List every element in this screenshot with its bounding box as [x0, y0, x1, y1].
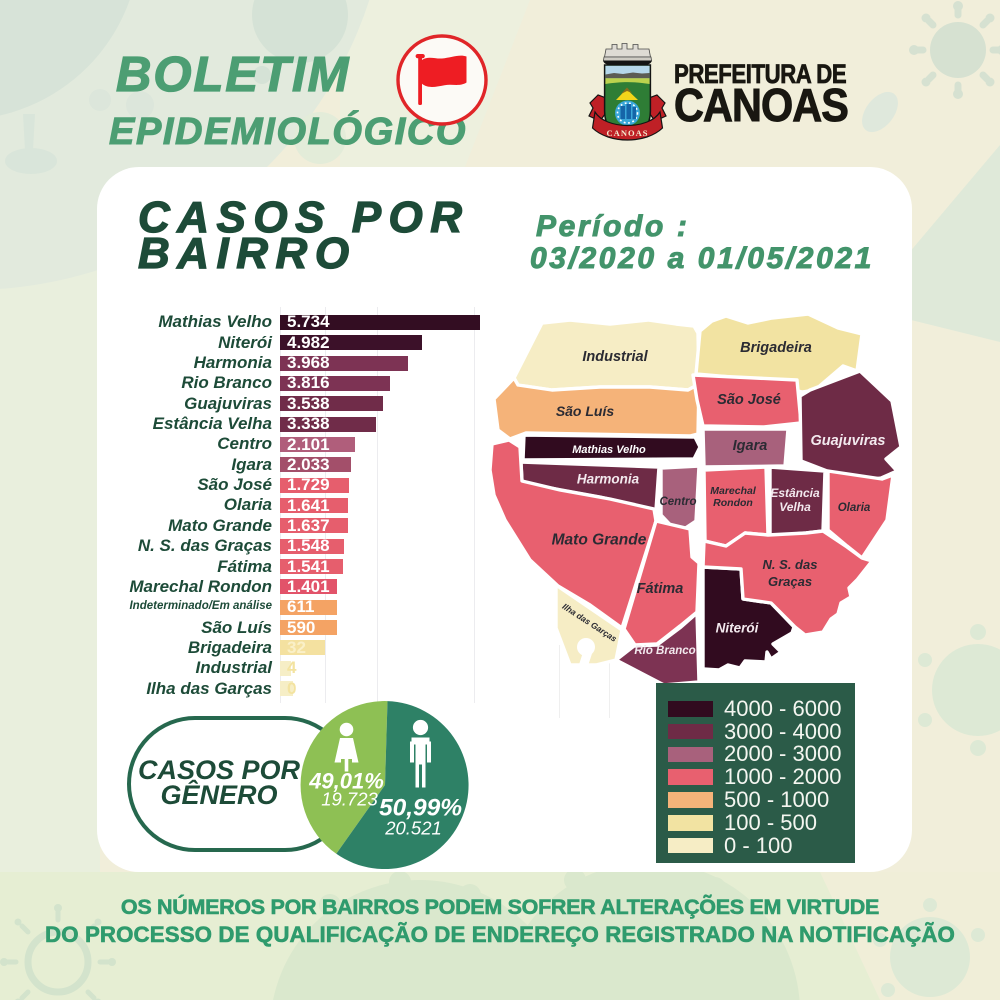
svg-text:Centro: Centro [659, 496, 696, 508]
svg-text:N. S. das: N. S. das [763, 557, 818, 572]
svg-text:Guajuviras: Guajuviras [811, 433, 886, 449]
svg-text:Harmonia: Harmonia [577, 472, 640, 487]
svg-text:Igara: Igara [733, 438, 768, 454]
svg-text:São Luís: São Luís [556, 403, 615, 419]
svg-text:Velha: Velha [779, 500, 811, 514]
svg-text:Fátima: Fátima [637, 581, 684, 597]
svg-text:Mathias Velho: Mathias Velho [572, 444, 646, 456]
svg-text:Mato Grande: Mato Grande [552, 532, 647, 549]
svg-text:São José: São José [717, 392, 781, 408]
svg-text:Niterói: Niterói [716, 621, 759, 636]
svg-text:Brigadeira: Brigadeira [740, 340, 812, 356]
svg-text:49,01%: 49,01% [308, 769, 384, 794]
svg-text:Estância: Estância [770, 486, 820, 500]
svg-text:Rondon: Rondon [713, 497, 753, 509]
svg-text:Marechal: Marechal [710, 485, 757, 497]
svg-text:50,99%: 50,99% [379, 795, 462, 822]
svg-text:CANOAS: CANOAS [607, 128, 649, 138]
svg-text:19.723: 19.723 [321, 789, 378, 810]
svg-text:Olaria: Olaria [838, 502, 871, 514]
svg-text:Graças: Graças [768, 574, 812, 589]
svg-text:Industrial: Industrial [582, 349, 648, 365]
svg-text:20.521: 20.521 [384, 818, 442, 839]
svg-text:Rio Branco: Rio Branco [634, 645, 695, 657]
